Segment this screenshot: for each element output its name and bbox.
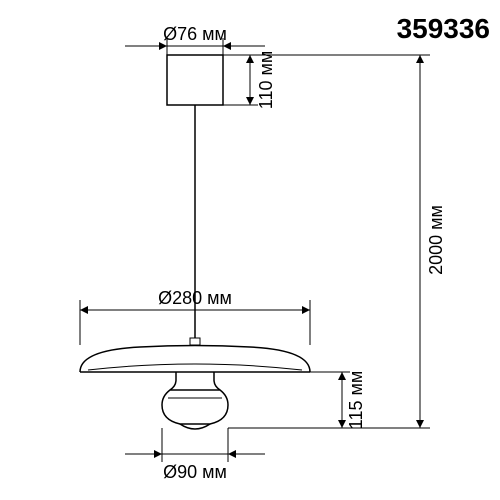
product-code: 359336 [397, 13, 490, 44]
dim-shade-height: 115 мм [228, 371, 366, 429]
ferrule [190, 338, 200, 345]
shade-height-label: 115 мм [346, 371, 366, 429]
dim-canopy-diameter: Ø76 мм [125, 24, 265, 55]
total-height-label: 2000 мм [426, 205, 446, 275]
canopy [167, 55, 223, 105]
lamp-dimension-diagram: 359336 Ø76 мм 110 мм [0, 0, 500, 500]
shade [80, 346, 310, 373]
canopy-diameter-label: Ø76 мм [163, 24, 227, 44]
shade-diameter-label: Ø280 мм [158, 288, 232, 308]
canopy-height-label: 110 мм [256, 51, 276, 109]
dim-canopy-height: 110 мм [223, 51, 276, 109]
dim-base-diameter: Ø90 мм [125, 428, 265, 482]
bulb-body [162, 372, 228, 429]
base-diameter-label: Ø90 мм [163, 462, 227, 482]
